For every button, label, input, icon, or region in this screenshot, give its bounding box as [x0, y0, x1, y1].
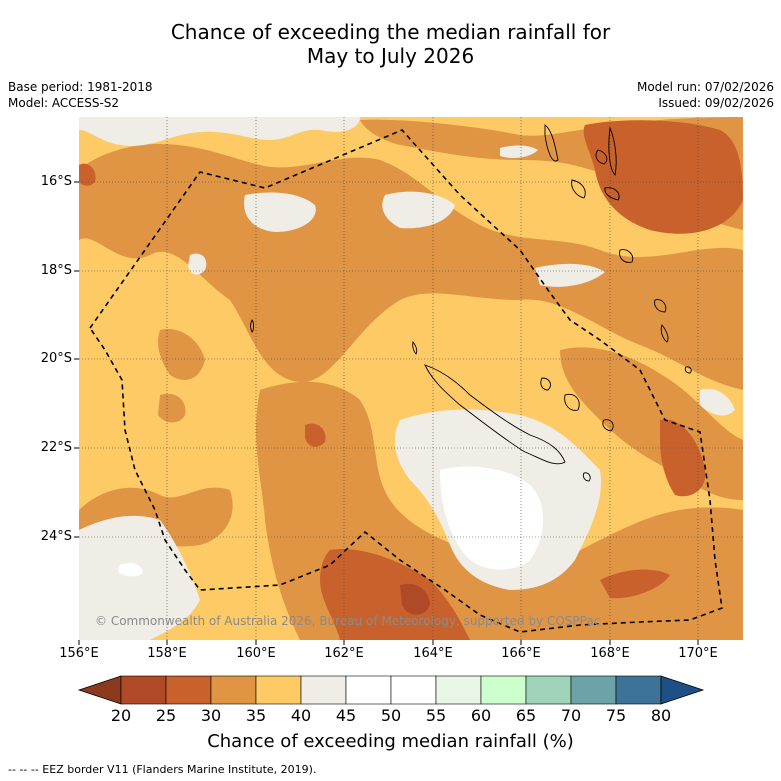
axis-ticks: [74, 181, 699, 645]
region-25-30-se: [600, 569, 670, 599]
colorbar-tick-20: 20: [110, 706, 132, 725]
colorbar: [77, 675, 705, 705]
colorbar-bin-30-35: [210, 675, 257, 705]
region-40-45-island4: [500, 145, 538, 158]
isle-of-pines-coastline: [582, 472, 591, 482]
small-island-coastline-2: [250, 319, 254, 333]
colorbar-bin-75-80: [615, 675, 662, 705]
region-25-30-e: [660, 419, 706, 497]
colorbar-bin-20-25: [120, 675, 167, 705]
vanuatu-coastline-4: [608, 126, 617, 176]
region-40-45-island6: [700, 388, 735, 416]
colorbar-tick-70: 70: [560, 706, 582, 725]
colorbar-tick-60: 60: [470, 706, 492, 725]
vanuatu-coastline-1: [544, 124, 559, 162]
eez-border: [89, 129, 723, 633]
eez-footnote: -- -- -- EEZ border V11 (Flanders Marine…: [8, 763, 317, 776]
region-20-25: [400, 583, 430, 615]
vanuatu-coastline-6: [619, 249, 634, 263]
colorbar-bin-50-55: [390, 675, 437, 705]
loyalty-islands-coastline-1: [564, 393, 580, 411]
colorbar-bin-60-65: [480, 675, 527, 705]
colorbar-label: Chance of exceeding median rainfall (%): [207, 731, 574, 752]
region-25-30-w: [79, 163, 96, 186]
new-caledonia-coastline: [424, 364, 566, 465]
coastlines: [250, 124, 692, 482]
region-25-30-s: [320, 549, 470, 640]
region-45-55-center: [440, 466, 544, 570]
colorbar-tick-75: 75: [605, 706, 627, 725]
region-30-35-west2: [158, 393, 186, 423]
colorbar-bin-55-60: [435, 675, 482, 705]
colorbar-bin-25-30: [165, 675, 212, 705]
region-30-35-west: [158, 329, 205, 380]
vanuatu-coastline-8: [660, 324, 669, 343]
lon-label-164e: 164°E: [413, 646, 453, 661]
colorbar-bin-35-40: [255, 675, 302, 705]
region-40-45-island5: [188, 253, 207, 275]
colorbar-tick-65: 65: [515, 706, 537, 725]
colorbar-bin-45-50: [345, 675, 392, 705]
lat-label-16s: 16°S: [40, 174, 72, 189]
lon-label-156e: 156°E: [59, 646, 99, 661]
issued-label: Issued: 09/02/2026: [658, 96, 774, 110]
region-40-45-island2: [382, 191, 455, 229]
colorbar-tick-35: 35: [245, 706, 267, 725]
small-island-coastline-3: [412, 340, 418, 355]
colorbar-tick-40: 40: [290, 706, 312, 725]
colorbar-low-extension: [77, 675, 122, 705]
map-title-line2: May to July 2026: [306, 44, 475, 68]
colorbar-bin-65-70: [525, 675, 572, 705]
region-40-45-island3: [535, 263, 605, 287]
base-period-label: Base period: 1981-2018: [8, 80, 153, 94]
small-island-coastline-1: [684, 366, 692, 374]
copyright-notice: © Commonwealth of Australia 2026, Bureau…: [95, 614, 601, 628]
lat-label-18s: 18°S: [40, 263, 72, 278]
vanuatu-coastline-5: [604, 187, 620, 201]
colorbar-tick-55: 55: [425, 706, 447, 725]
lon-label-162e: 162°E: [324, 646, 364, 661]
lon-label-166e: 166°E: [501, 646, 541, 661]
lon-label-170e: 170°E: [678, 646, 718, 661]
region-45-55-sw: [118, 563, 143, 577]
colorbar-high-extension: [660, 675, 705, 705]
colorbar-bin-40-45: [300, 675, 347, 705]
region-40-45-island1: [244, 192, 316, 232]
model-run-label: Model run: 07/02/2026: [636, 80, 774, 94]
colorbar-bin-70-75: [570, 675, 617, 705]
lon-label-168e: 168°E: [590, 646, 630, 661]
graticule: [79, 117, 743, 640]
map-title-line1: Chance of exceeding the median rainfall …: [170, 20, 611, 44]
loyalty-islands-coastline-2: [540, 377, 551, 391]
colorbar-tick-80: 80: [650, 706, 672, 725]
loyalty-islands-coastline-3: [602, 419, 614, 432]
lat-label-24s: 24°S: [40, 529, 72, 544]
lat-label-20s: 20°S: [40, 351, 72, 366]
region-40-45-north: [79, 117, 360, 146]
colorbar-tick-50: 50: [380, 706, 402, 725]
lon-label-158e: 158°E: [147, 646, 187, 661]
vanuatu-coastline-7: [654, 299, 667, 313]
vanuatu-coastline-2: [571, 179, 586, 199]
region-25-30-c: [305, 423, 326, 447]
colorbar-tick-45: 45: [335, 706, 357, 725]
lat-label-22s: 22°S: [40, 440, 72, 455]
lon-label-160e: 160°E: [236, 646, 276, 661]
colorbar-tick-25: 25: [155, 706, 177, 725]
region-25-30-ne: [583, 120, 743, 234]
vanuatu-coastline-3: [595, 149, 608, 165]
model-label: Model: ACCESS-S2: [8, 96, 120, 110]
probability-field: [79, 117, 743, 640]
colorbar-tick-30: 30: [200, 706, 222, 725]
